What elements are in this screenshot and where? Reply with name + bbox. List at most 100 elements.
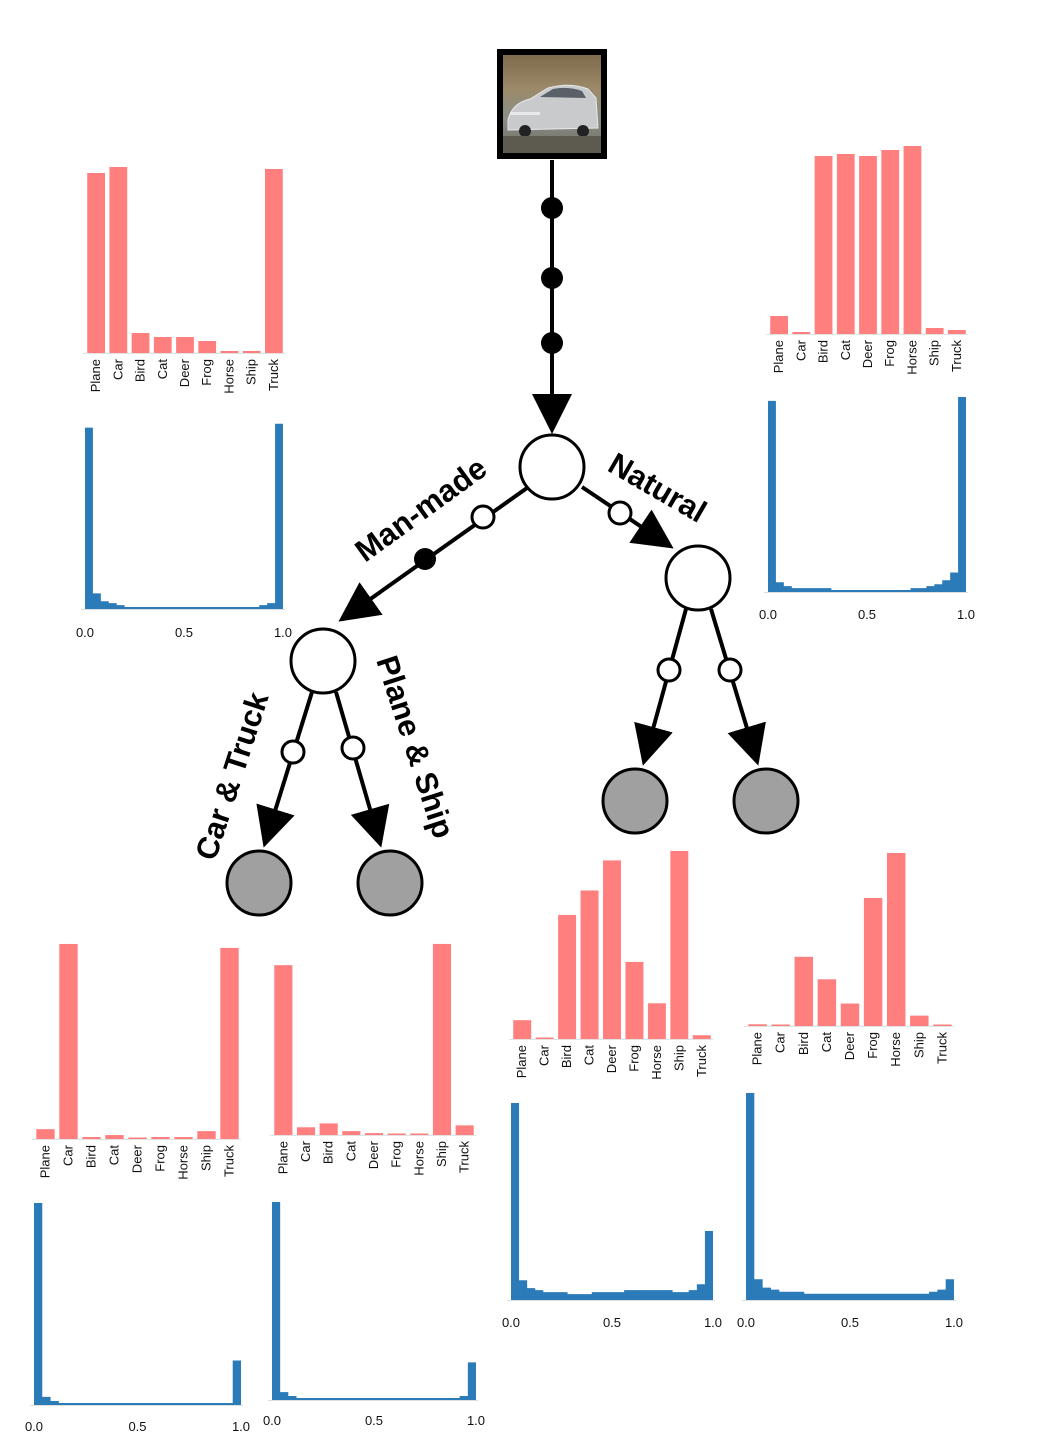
category-label: Ship: [911, 1032, 926, 1058]
category-label: Horse: [904, 340, 919, 375]
category-label: Truck: [694, 1045, 709, 1078]
confidence-histogram: [746, 1093, 954, 1300]
hist-tick-label: 1.0: [957, 607, 975, 622]
category-label: Car: [537, 1044, 552, 1066]
edge-natural-right: [709, 608, 766, 766]
class-bar: [131, 333, 150, 353]
class-bar: [220, 351, 239, 353]
class-bar: [625, 961, 644, 1039]
category-label: Bird: [133, 359, 148, 382]
active-sample-dot: [541, 197, 563, 219]
confidence-histogram: [34, 1203, 241, 1405]
class-bar: [817, 979, 837, 1026]
category-label: Plane: [514, 1045, 529, 1078]
hist-tick-label: 0.0: [737, 1315, 755, 1330]
class-bar: [87, 173, 105, 353]
class-bar: [770, 316, 788, 334]
class-bar: [198, 341, 217, 353]
class-bar: [109, 167, 128, 353]
class-bar: [792, 332, 811, 334]
branch-label-plane-ship: Plane & Ship: [369, 651, 461, 842]
confidence-histogram: [511, 1103, 713, 1300]
class-bar: [771, 1024, 790, 1026]
category-label: Cat: [819, 1032, 834, 1053]
chart-top-left: Plane Car Bird Cat Deer Frog Horse Ship Truck 0.0…: [76, 167, 292, 640]
hist-tick-label: 0.5: [128, 1419, 146, 1434]
class-bar: [265, 169, 283, 353]
category-label: Frog: [199, 359, 214, 386]
class-bar: [670, 851, 689, 1039]
hist-tick-label: 0.5: [175, 625, 193, 640]
active-sample-dot: [414, 548, 436, 570]
category-label: Frog: [882, 340, 897, 367]
edge-car-truck: [256, 691, 314, 848]
class-bar: [410, 1133, 429, 1135]
class-bar: [881, 150, 900, 334]
confidence-histogram: [272, 1202, 476, 1400]
class-bar: [840, 1003, 860, 1026]
category-label: Frog: [389, 1141, 404, 1168]
natural-node: [664, 544, 732, 612]
category-label: Horse: [221, 359, 236, 394]
category-label: Bird: [796, 1032, 811, 1055]
hist-tick-label: 1.0: [232, 1419, 250, 1434]
confidence-histogram: [768, 397, 966, 592]
chart-natural-right: Plane Car Bird Cat Deer Frog Horse Ship Truck 0.0…: [737, 853, 963, 1330]
class-bar: [153, 337, 172, 353]
class-bar: [814, 156, 833, 334]
root-node: [518, 433, 586, 501]
confidence-histogram: [85, 423, 283, 609]
hist-tick-label: 0.5: [603, 1315, 621, 1330]
category-label: Horse: [649, 1045, 664, 1080]
class-bar: [220, 947, 239, 1139]
category-label: Frog: [865, 1032, 880, 1059]
edge-plane-ship: [334, 691, 390, 848]
category-label: Deer: [860, 339, 875, 368]
category-label: Truck: [266, 359, 281, 392]
category-label: Car: [298, 1140, 313, 1162]
category-label: Cat: [582, 1045, 597, 1066]
category-label: Plane: [750, 1032, 765, 1065]
chart-car-truck: Plane Car Bird Cat Deer Frog Horse Ship Truck 0.0…: [25, 943, 250, 1434]
class-bar: [82, 1137, 101, 1139]
class-bar: [105, 1135, 124, 1139]
class-bar: [128, 1137, 147, 1139]
inactive-sample-dot: [607, 500, 633, 526]
inactive-sample-dot: [470, 504, 496, 530]
category-label: Plane: [275, 1141, 290, 1174]
class-bar: [794, 956, 814, 1026]
inactive-sample-dot: [340, 735, 366, 761]
man-made-node: [289, 627, 357, 695]
category-label: Car: [793, 339, 808, 361]
class-bar: [432, 943, 452, 1135]
category-label: Frog: [626, 1045, 641, 1072]
class-bar: [296, 1127, 316, 1135]
inactive-sample-dot: [280, 739, 306, 765]
category-label: Ship: [434, 1141, 449, 1167]
class-bar: [455, 1125, 474, 1135]
category-label: Bird: [816, 340, 831, 363]
hist-tick-label: 0.0: [502, 1315, 520, 1330]
category-label: Horse: [888, 1032, 903, 1067]
category-label: Truck: [222, 1145, 237, 1178]
category-label: Deer: [177, 358, 192, 387]
category-label: Plane: [771, 340, 786, 373]
input-image: [497, 49, 607, 159]
class-bar: [692, 1035, 711, 1039]
class-bar: [948, 330, 966, 334]
class-bar: [197, 1131, 216, 1139]
category-label: Bird: [559, 1045, 574, 1068]
inactive-sample-dot: [717, 657, 743, 683]
class-bar: [387, 1133, 406, 1135]
category-label: Car: [110, 358, 125, 380]
hist-tick-label: 0.0: [759, 607, 777, 622]
class-bar: [859, 156, 877, 334]
category-label: Horse: [411, 1141, 426, 1176]
edge-man-made: [338, 486, 529, 622]
class-bar: [647, 1003, 666, 1039]
category-label: Deer: [130, 1144, 145, 1173]
chart-plane-ship: Plane Car Bird Cat Deer Frog Horse Ship Truck 0.0…: [263, 943, 485, 1428]
class-bar: [933, 1024, 952, 1026]
category-label: Truck: [949, 340, 964, 373]
